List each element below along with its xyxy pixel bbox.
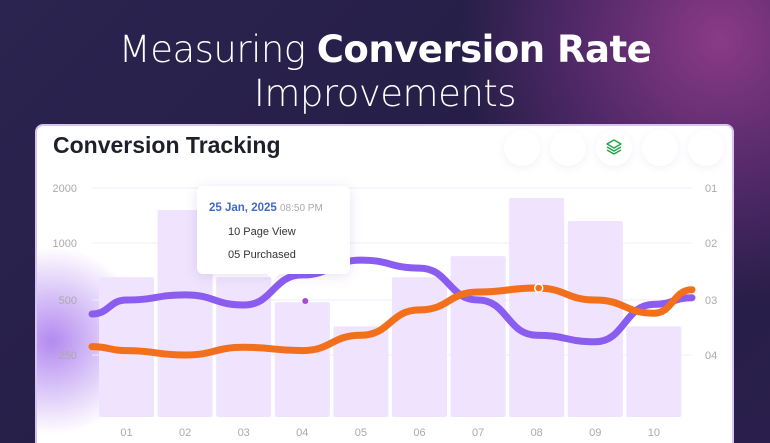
right-tick-label: 04: [705, 350, 717, 362]
x-tick-label: 04: [296, 427, 308, 439]
page-view-line: [88, 256, 696, 346]
headline-line2: Improvements: [253, 72, 517, 115]
headline-regular: Measuring: [118, 28, 317, 71]
point-marker: [533, 283, 544, 293]
tooltip-date: 25 Jan, 2025: [209, 202, 277, 214]
bar-07: [450, 256, 506, 417]
tooltip-purchased: 05 Purchased: [228, 249, 296, 261]
right-tick-label: 03: [705, 295, 717, 307]
tooltip-page-view: 10 Page View: [228, 226, 296, 238]
left-tick-label: 500: [59, 295, 77, 307]
tooltip-time: 08:50 PM: [279, 203, 323, 214]
bar-05: [333, 326, 389, 417]
toolbar-button-4[interactable]: [642, 130, 678, 166]
left-tick-label: 2000: [53, 183, 77, 195]
right-tick-label: 01: [705, 183, 717, 195]
bar-06: [392, 277, 447, 417]
headline-bold: Conversion Rate: [316, 28, 652, 71]
layers-button[interactable]: [596, 130, 632, 166]
x-tick-label: 02: [179, 427, 191, 439]
toolbar-button-2[interactable]: [550, 130, 586, 166]
chart: 2000 01 1000 02 500 03 250 04 01 02 03 04 05 06 07 08 09…: [53, 183, 718, 439]
chart-card: Conversion Tracking 2000 01 1000 02 500 03 250…: [35, 124, 734, 443]
x-tick-label: 06: [413, 427, 425, 439]
left-tick-label: 1000: [53, 238, 77, 250]
x-tick-label: 09: [589, 427, 601, 439]
bar-08: [509, 197, 565, 417]
toolbar-button-5[interactable]: [688, 130, 724, 166]
x-tick-label: 03: [238, 427, 250, 439]
bar-04: [274, 302, 330, 417]
x-tick-label: 01: [120, 427, 132, 439]
left-tick-label: 250: [59, 350, 77, 362]
x-tick-label: 08: [531, 427, 543, 439]
x-tick-label: 05: [355, 427, 367, 439]
x-tick-label: 07: [472, 427, 484, 439]
x-tick-label: 10: [648, 427, 660, 439]
card-title: Conversion Tracking: [53, 132, 281, 158]
tooltip: 25 Jan, 2025 08:50 PM 10 Page View 05 Pu…: [197, 186, 350, 280]
bar-09: [567, 221, 623, 417]
headline: Measuring Conversion Rate Improvements: [0, 28, 770, 116]
layers-icon: [606, 139, 622, 155]
bar-10: [626, 326, 682, 417]
toolbar-button-1[interactable]: [504, 130, 540, 166]
right-tick-label: 02: [705, 238, 717, 250]
point-marker: [302, 298, 309, 304]
purchased-line: [88, 284, 696, 359]
